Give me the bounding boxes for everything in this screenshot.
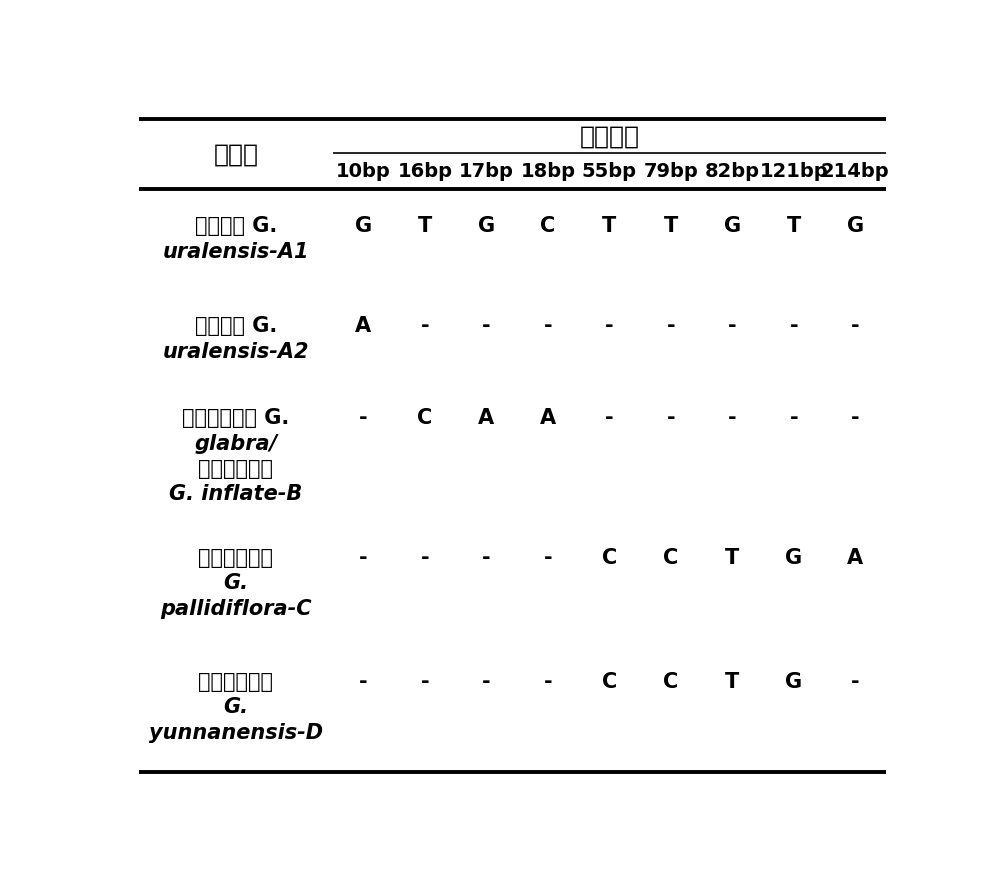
Text: -: - [421, 548, 429, 568]
Text: -: - [421, 316, 429, 336]
Text: -: - [544, 316, 552, 336]
Text: 单倍型: 单倍型 [213, 142, 258, 166]
Text: G: G [785, 672, 802, 692]
Text: -: - [790, 316, 798, 336]
Text: （甘草） G.: （甘草） G. [195, 316, 277, 336]
Text: glabra/: glabra/ [194, 434, 277, 453]
Text: T: T [787, 216, 801, 236]
Text: C: C [540, 216, 556, 236]
Text: -: - [482, 672, 491, 692]
Text: （云南甘草）: （云南甘草） [198, 672, 273, 692]
Text: -: - [851, 316, 860, 336]
Text: A: A [540, 408, 556, 429]
Text: T: T [602, 216, 616, 236]
Text: -: - [482, 548, 491, 568]
Text: -: - [482, 316, 491, 336]
Text: C: C [602, 548, 617, 568]
Text: yunnanensis-D: yunnanensis-D [149, 722, 323, 743]
Text: A: A [478, 408, 494, 429]
Text: C: C [663, 548, 678, 568]
Text: C: C [417, 408, 433, 429]
Text: -: - [544, 672, 552, 692]
Text: G.: G. [223, 697, 248, 717]
Text: T: T [418, 216, 432, 236]
Text: -: - [667, 408, 675, 429]
Text: -: - [790, 408, 798, 429]
Text: 16bp: 16bp [397, 162, 452, 180]
Text: T: T [725, 548, 739, 568]
Text: uralensis-A1: uralensis-A1 [163, 241, 309, 261]
Text: -: - [851, 672, 860, 692]
Text: -: - [359, 548, 368, 568]
Text: uralensis-A2: uralensis-A2 [163, 341, 309, 362]
Text: -: - [544, 548, 552, 568]
Text: A: A [355, 316, 372, 336]
Text: -: - [605, 408, 614, 429]
Text: T: T [664, 216, 678, 236]
Text: （刺果甘草）: （刺果甘草） [198, 548, 273, 568]
Text: -: - [667, 316, 675, 336]
Text: -: - [605, 316, 614, 336]
Text: 79bp: 79bp [643, 162, 698, 180]
Text: -: - [359, 672, 368, 692]
Text: G.: G. [223, 574, 248, 593]
Text: G: G [724, 216, 741, 236]
Text: pallidiflora-C: pallidiflora-C [160, 598, 312, 619]
Text: -: - [728, 316, 737, 336]
Text: （光果甘草） G.: （光果甘草） G. [182, 408, 289, 429]
Text: G: G [478, 216, 495, 236]
Text: -: - [359, 408, 368, 429]
Text: （胀果甘草）: （胀果甘草） [198, 459, 273, 479]
Text: 82bp: 82bp [705, 162, 760, 180]
Text: （甘草） G.: （甘草） G. [195, 216, 277, 236]
Text: -: - [421, 672, 429, 692]
Text: 10bp: 10bp [336, 162, 391, 180]
Text: 214bp: 214bp [821, 162, 890, 180]
Text: A: A [847, 548, 863, 568]
Text: 55bp: 55bp [582, 162, 637, 180]
Text: C: C [663, 672, 678, 692]
Text: -: - [851, 408, 860, 429]
Text: 121bp: 121bp [760, 162, 828, 180]
Text: T: T [725, 672, 739, 692]
Text: 变异位点: 变异位点 [579, 124, 639, 149]
Text: C: C [602, 672, 617, 692]
Text: -: - [728, 408, 737, 429]
Text: G: G [785, 548, 802, 568]
Text: G: G [355, 216, 372, 236]
Text: G: G [847, 216, 864, 236]
Text: G. inflate-B: G. inflate-B [169, 485, 302, 504]
Text: 17bp: 17bp [459, 162, 514, 180]
Text: 18bp: 18bp [520, 162, 575, 180]
